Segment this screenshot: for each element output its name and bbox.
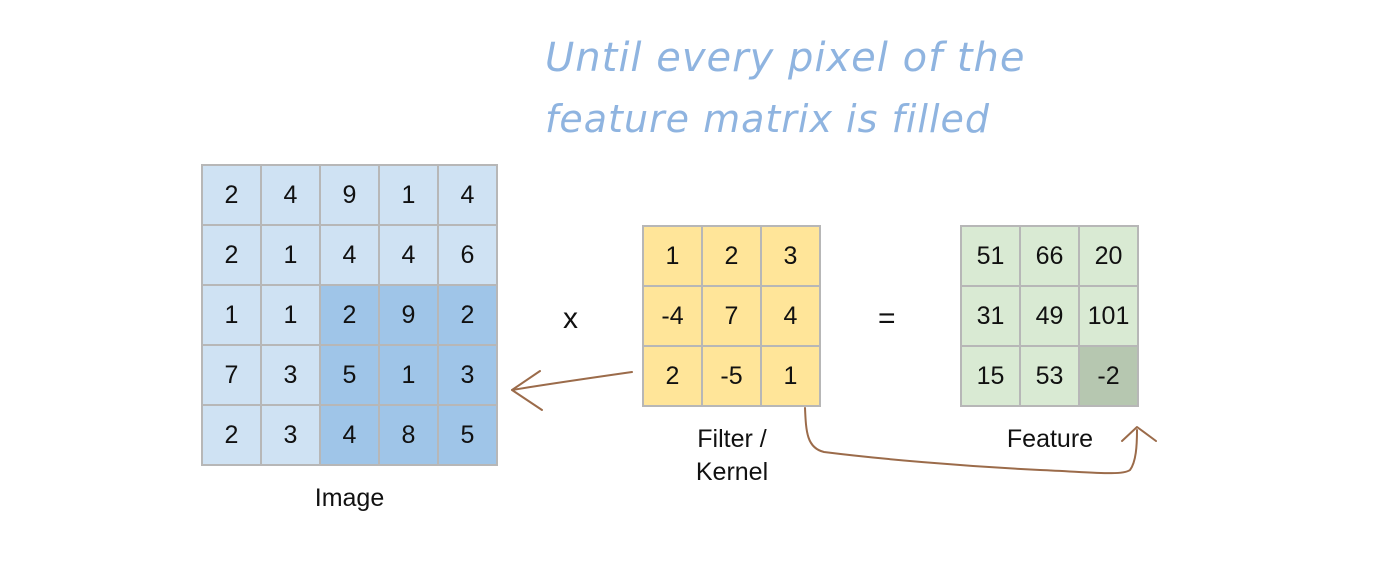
- kernel-cell: -5: [702, 346, 761, 406]
- image-cell: 3: [261, 345, 320, 405]
- image-cell: 2: [438, 285, 497, 345]
- feature-cell: -2: [1079, 346, 1138, 406]
- feature-cell: 15: [961, 346, 1020, 406]
- kernel-label: Filter / Kernel: [642, 423, 822, 489]
- image-cell: 4: [320, 225, 379, 285]
- image-cell: 4: [261, 165, 320, 225]
- image-cell: 7: [202, 345, 261, 405]
- kernel-cell: 1: [761, 346, 820, 406]
- kernel-label-line-1: Filter /: [697, 425, 767, 453]
- image-label: Image: [314, 484, 385, 512]
- kernel-cell: 7: [702, 286, 761, 346]
- image-cell: 2: [320, 285, 379, 345]
- return-arrow: [511, 371, 633, 391]
- image-cell: 8: [379, 405, 438, 465]
- image-cell: 2: [202, 405, 261, 465]
- kernel-cell: 4: [761, 286, 820, 346]
- feature-label: Feature: [1006, 425, 1094, 453]
- annotation-line-1: Until every pixel of the: [545, 35, 1026, 81]
- feature-cell: 31: [961, 286, 1020, 346]
- annotation-line-2: feature matrix is filled: [545, 97, 991, 141]
- image-cell: 4: [438, 165, 497, 225]
- image-cell: 6: [438, 225, 497, 285]
- multiply-operator: x: [563, 302, 578, 335]
- next-arrow: [804, 407, 1138, 475]
- image-cell: 1: [379, 165, 438, 225]
- image-cell: 3: [261, 405, 320, 465]
- image-cell: 4: [320, 405, 379, 465]
- kernel-cell: 1: [643, 226, 702, 286]
- feature-cell: 20: [1079, 226, 1138, 286]
- image-cell: 2: [202, 225, 261, 285]
- kernel-label-line-2: Kernel: [695, 458, 769, 486]
- equals-operator: =: [878, 302, 896, 335]
- image-cell: 9: [320, 165, 379, 225]
- feature-cell: 53: [1020, 346, 1079, 406]
- image-cell: 1: [261, 225, 320, 285]
- image-cell: 1: [202, 285, 261, 345]
- image-cell: 5: [438, 405, 497, 465]
- kernel-cell: 3: [761, 226, 820, 286]
- image-cell: 2: [202, 165, 261, 225]
- image-cell: 5: [320, 345, 379, 405]
- kernel-cell: 2: [702, 226, 761, 286]
- image-cell: 9: [379, 285, 438, 345]
- kernel-cell: -4: [643, 286, 702, 346]
- feature-cell: 51: [961, 226, 1020, 286]
- feature-cell: 49: [1020, 286, 1079, 346]
- feature-cell: 101: [1079, 286, 1138, 346]
- feature-matrix: 51 66 20 31 49 101 15 53 -2: [960, 225, 1139, 407]
- image-cell: 1: [261, 285, 320, 345]
- image-cell: 4: [379, 225, 438, 285]
- image-cell: 1: [379, 345, 438, 405]
- image-cell: 3: [438, 345, 497, 405]
- feature-cell: 66: [1020, 226, 1079, 286]
- kernel-matrix: 1 2 3 -4 7 4 2 -5 1: [642, 225, 821, 407]
- next-arrow-head: [1121, 426, 1157, 442]
- return-arrow-head: [511, 370, 543, 411]
- kernel-cell: 2: [643, 346, 702, 406]
